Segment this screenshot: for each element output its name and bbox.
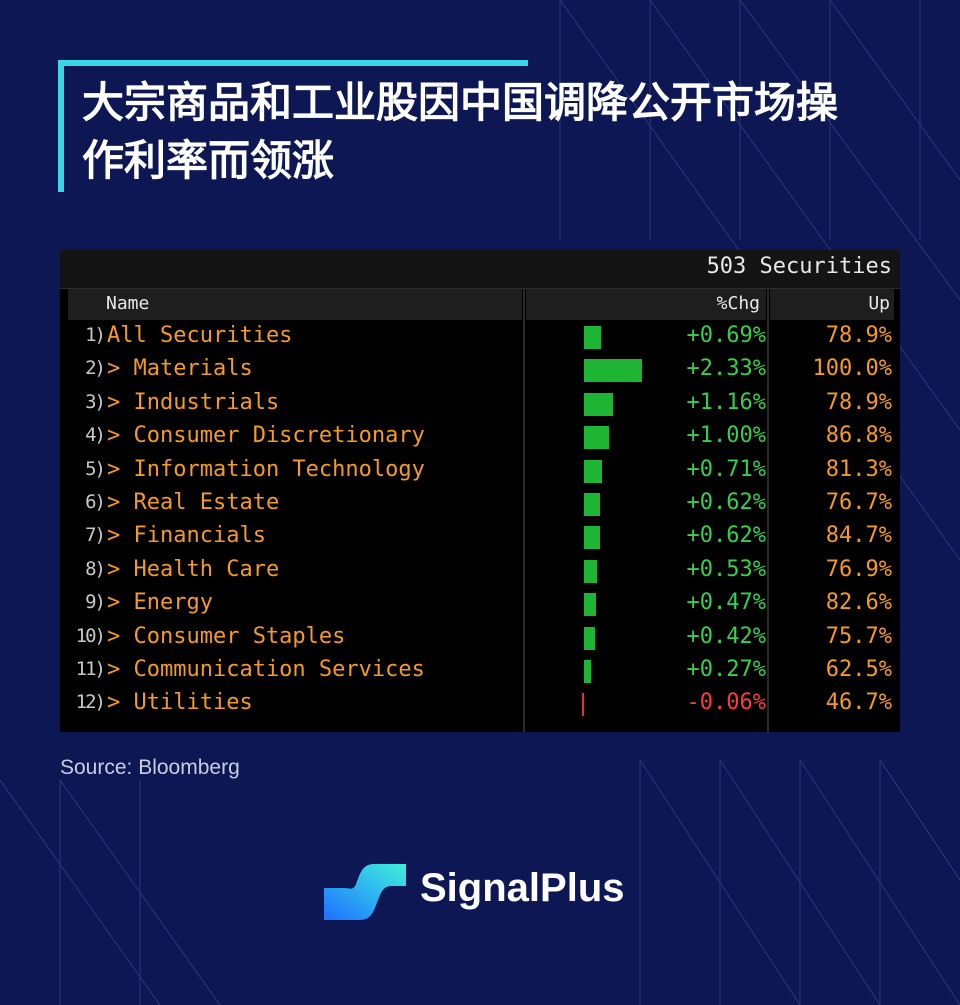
- chg-bar: [582, 693, 584, 717]
- row-name[interactable]: > Materials: [107, 356, 253, 382]
- row-up-value: 78.9%: [825, 389, 892, 415]
- row-up-value: 86.8%: [825, 423, 892, 449]
- table-row[interactable]: 2) > Materials +2.33% 100.0%: [60, 354, 900, 387]
- source-note: Source: Bloomberg: [60, 756, 240, 779]
- chg-bar: [584, 459, 602, 483]
- chg-bar: [584, 392, 613, 416]
- row-up-value: 46.7%: [825, 690, 892, 716]
- row-chg-value: +0.71%: [686, 456, 766, 482]
- row-up-value: 78.9%: [825, 323, 892, 348]
- column-divider: [523, 289, 525, 732]
- table-top-bar: 503 Securities: [60, 250, 900, 289]
- column-header-name[interactable]: Name: [68, 289, 522, 320]
- brand-name: SignalPlus: [420, 866, 625, 910]
- row-number: 4): [85, 424, 106, 447]
- table-row[interactable]: 4) > Consumer Discretionary +1.00% 86.8%: [60, 421, 900, 454]
- row-number: 3): [85, 390, 106, 413]
- row-number: 11): [75, 658, 106, 680]
- row-name[interactable]: > Consumer Discretionary: [107, 423, 425, 449]
- signalplus-logo-icon: [324, 864, 406, 920]
- table-row[interactable]: 1) All Securities +0.69% 78.9%: [60, 321, 900, 354]
- row-chg-value: +0.42%: [686, 623, 766, 649]
- row-name[interactable]: > Communication Services: [107, 657, 425, 682]
- table-row[interactable]: 11) > Communication Services +0.27% 62.5%: [60, 655, 900, 688]
- row-name[interactable]: > Consumer Staples: [107, 623, 346, 649]
- title-accent-vertical: [58, 60, 64, 192]
- row-chg-value: +1.00%: [686, 423, 766, 449]
- row-number: 9): [85, 591, 106, 614]
- brand-logo: SignalPlus: [320, 858, 650, 930]
- row-up-value: 82.6%: [825, 590, 892, 616]
- row-name[interactable]: > Real Estate: [107, 490, 280, 515]
- row-chg-value: +0.62%: [686, 523, 766, 549]
- row-name[interactable]: All Securities: [107, 323, 293, 348]
- row-up-value: 62.5%: [825, 657, 892, 682]
- row-up-value: 75.7%: [825, 623, 892, 649]
- table-row[interactable]: 7) > Financials +0.62% 84.7%: [60, 521, 900, 554]
- chg-bar: [584, 626, 595, 650]
- column-divider: [767, 289, 769, 732]
- row-name[interactable]: > Energy: [107, 590, 213, 616]
- chg-bar: [584, 426, 609, 450]
- row-number: 5): [85, 457, 106, 480]
- column-header-chg[interactable]: %Chg: [526, 289, 766, 320]
- chg-bar: [584, 359, 643, 383]
- row-chg-value: +0.27%: [686, 657, 766, 682]
- row-number: 12): [75, 691, 106, 714]
- table-row[interactable]: 3) > Industrials +1.16% 78.9%: [60, 388, 900, 421]
- table-header: Name %Chg Up: [60, 289, 900, 321]
- row-up-value: 76.9%: [825, 556, 892, 582]
- row-chg-value: +0.69%: [686, 323, 766, 348]
- row-name[interactable]: > Financials: [107, 523, 266, 549]
- table-row[interactable]: 10) > Consumer Staples +0.42% 75.7%: [60, 622, 900, 655]
- row-name[interactable]: > Industrials: [107, 389, 280, 415]
- chg-bar: [584, 493, 600, 516]
- chg-bar: [584, 660, 591, 683]
- row-up-value: 100.0%: [812, 356, 892, 382]
- row-chg-value: -0.06%: [686, 690, 766, 716]
- row-chg-value: +0.62%: [686, 490, 766, 515]
- row-number: 10): [75, 624, 106, 647]
- row-number: 8): [85, 557, 106, 580]
- row-name[interactable]: > Information Technology: [107, 456, 425, 482]
- table-row[interactable]: 8) > Health Care +0.53% 76.9%: [60, 555, 900, 588]
- row-name[interactable]: > Utilities: [107, 690, 253, 716]
- bloomberg-table: 503 Securities Name %Chg Up 1) All Securi…: [60, 250, 900, 732]
- row-chg-value: +0.53%: [686, 556, 766, 582]
- column-header-up[interactable]: Up: [770, 289, 894, 320]
- securities-count: 503 Securities: [706, 254, 892, 279]
- page-title: 大宗商品和工业股因中国调降公开市场操作利率而领涨: [82, 78, 839, 185]
- row-up-value: 81.3%: [825, 456, 892, 482]
- chg-bar: [584, 593, 596, 617]
- table-row[interactable]: 12) > Utilities -0.06% 46.7%: [60, 688, 900, 721]
- table-row[interactable]: 6) > Real Estate +0.62% 76.7%: [60, 488, 900, 521]
- row-name[interactable]: > Health Care: [107, 556, 280, 582]
- title-accent-horizontal: [58, 60, 528, 66]
- row-chg-value: +2.33%: [686, 356, 766, 382]
- row-number: 2): [85, 357, 106, 380]
- row-number: 6): [85, 491, 106, 513]
- row-chg-value: +1.16%: [686, 389, 766, 415]
- row-up-value: 84.7%: [825, 523, 892, 549]
- chg-bar: [584, 526, 600, 550]
- table-row[interactable]: 5) > Information Technology +0.71% 81.3%: [60, 455, 900, 488]
- table-row[interactable]: 9) > Energy +0.47% 82.6%: [60, 588, 900, 621]
- row-number: 1): [85, 324, 106, 346]
- row-up-value: 76.7%: [825, 490, 892, 515]
- chg-bar: [584, 559, 598, 583]
- row-number: 7): [85, 524, 106, 547]
- row-chg-value: +0.47%: [686, 590, 766, 616]
- chg-bar: [584, 326, 602, 349]
